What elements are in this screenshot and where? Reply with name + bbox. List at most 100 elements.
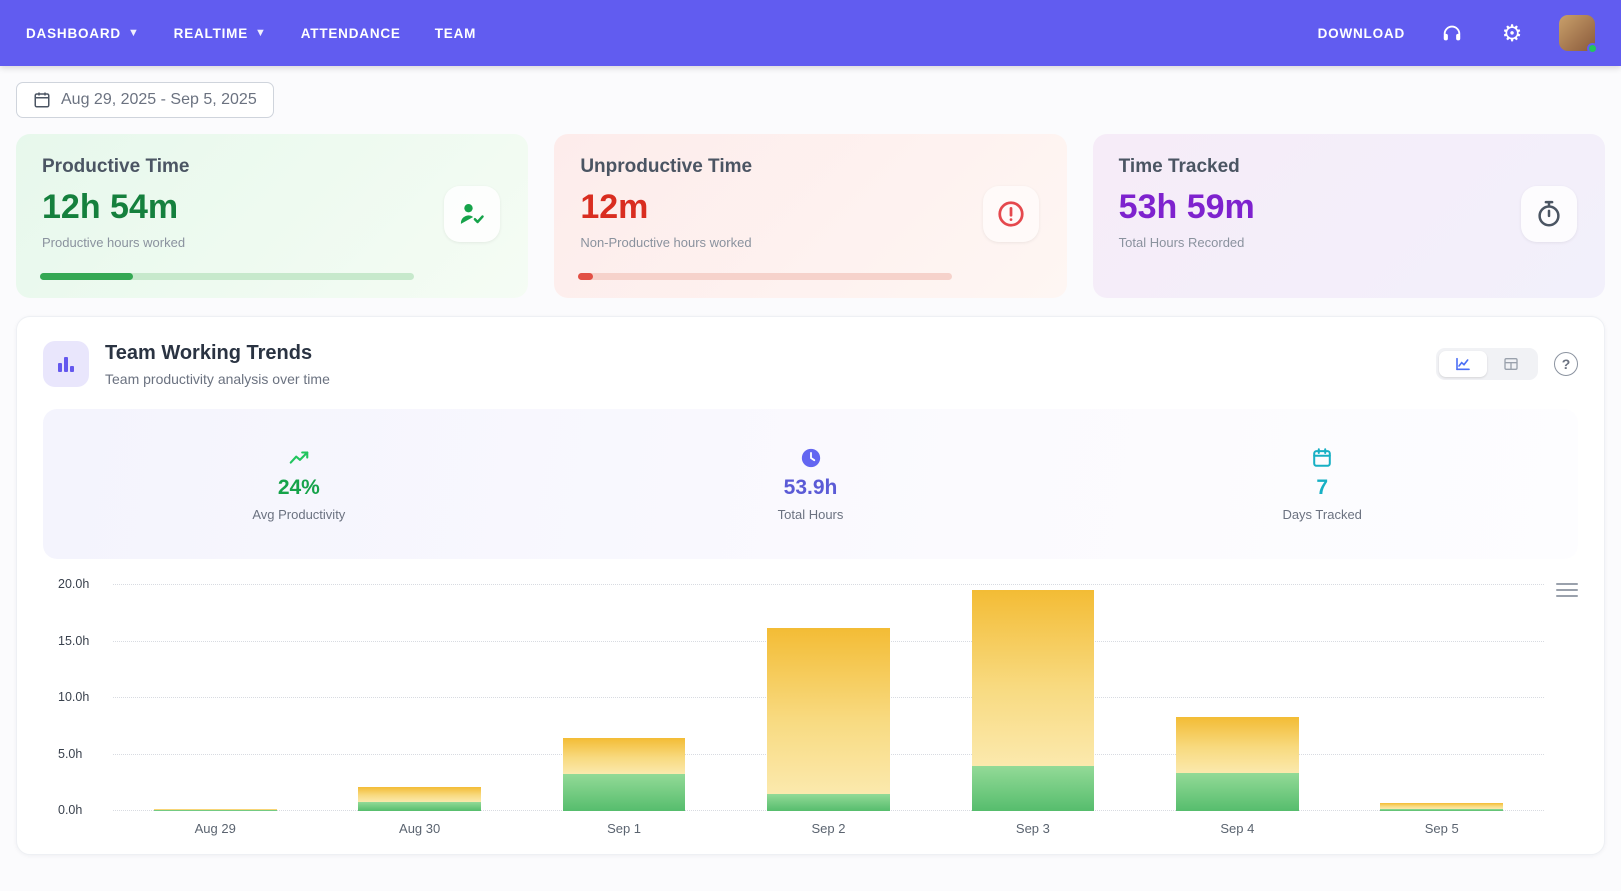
unproductive-progress-bar xyxy=(578,273,953,280)
stat-label: Total Hours xyxy=(777,506,844,522)
gear-icon[interactable]: ⚙ xyxy=(1501,19,1523,46)
bar-segment-green[interactable] xyxy=(562,773,686,811)
card-title: Time Tracked xyxy=(1118,156,1240,177)
bar-segment-yellow[interactable] xyxy=(562,737,686,774)
y-axis-tick-label: 5.0h xyxy=(58,746,83,761)
bar-sep-2[interactable] xyxy=(726,585,930,811)
gridline: 20.0h xyxy=(58,577,1544,591)
help-icon[interactable]: ? xyxy=(1554,352,1578,376)
card-value: 12m xyxy=(580,188,649,226)
calendar-icon xyxy=(1313,447,1331,467)
table-icon xyxy=(1504,358,1518,370)
bar-segment-green[interactable] xyxy=(971,765,1095,811)
trends-summary-band: 24% Avg Productivity 53.9h Total Hours 7 xyxy=(43,409,1578,559)
team-working-trends-card: Team Working Trends Team productivity an… xyxy=(16,316,1605,855)
stat-label: Avg Productivity xyxy=(252,506,346,522)
view-toggle xyxy=(1436,348,1538,380)
online-status-dot xyxy=(1587,43,1598,54)
user-check-icon xyxy=(444,186,501,242)
bar-aug-30[interactable] xyxy=(317,585,521,811)
nav-label: ATTENDANCE xyxy=(300,25,401,41)
bar-segment-green[interactable] xyxy=(1176,772,1299,811)
headset-icon[interactable] xyxy=(1439,20,1465,46)
stat-value: 7 xyxy=(1316,475,1329,499)
section-subtitle: Team productivity analysis over time xyxy=(105,370,330,387)
nav-item-attendance[interactable]: ATTENDANCE xyxy=(301,26,401,41)
days-tracked-stat: 7 Days Tracked xyxy=(1066,447,1578,522)
avg-productivity-stat: 24% Avg Productivity xyxy=(43,447,555,522)
stat-value: 53.9h xyxy=(783,475,838,499)
nav-label: DASHBOARD xyxy=(26,25,121,41)
bar-sep-5[interactable] xyxy=(1340,585,1544,811)
calendar-icon xyxy=(34,92,50,108)
clock-icon xyxy=(801,448,820,467)
unproductive-time-card: Unproductive Time 12m Non-Productive hou… xyxy=(554,134,1067,298)
section-title: Team Working Trends xyxy=(105,341,313,364)
stopwatch-icon xyxy=(1520,186,1577,242)
card-title: Productive Time xyxy=(42,156,190,177)
total-hours-stat: 53.9h Total Hours xyxy=(555,447,1067,522)
bar-segment-yellow[interactable] xyxy=(153,808,277,811)
bar-aug-29[interactable] xyxy=(113,585,317,811)
date-range-label: Aug 29, 2025 - Sep 5, 2025 xyxy=(61,91,257,108)
bar-segment-green[interactable] xyxy=(358,801,481,811)
nav-label: REALTIME xyxy=(173,25,249,41)
x-axis-label: Sep 4 xyxy=(1220,821,1255,836)
productive-time-card: Productive Time 12h 54m Productive hours… xyxy=(16,134,529,298)
x-axis-label: Sep 5 xyxy=(1424,821,1459,836)
nav-item-dashboard[interactable]: DASHBOARD ▼ xyxy=(26,26,140,41)
user-avatar[interactable] xyxy=(1559,15,1598,54)
bar-segment-yellow[interactable] xyxy=(358,787,481,802)
trending-up-icon xyxy=(289,450,309,464)
progress-fill xyxy=(578,273,594,280)
nav-menu: DASHBOARD ▼ REALTIME ▼ ATTENDANCE TEAM xyxy=(26,26,476,41)
alert-circle-icon xyxy=(982,186,1039,242)
stat-value: 24% xyxy=(277,475,320,499)
y-axis-tick-label: 20.0h xyxy=(58,577,90,591)
x-axis-label: Aug 29 xyxy=(194,821,236,836)
x-axis-label: Aug 30 xyxy=(399,821,441,836)
bar-segment-green[interactable] xyxy=(153,810,277,811)
chart-view-button[interactable] xyxy=(1439,351,1487,377)
y-axis-tick-label: 15.0h xyxy=(58,633,90,648)
time-tracked-card: Time Tracked 53h 59m Total Hours Recorde… xyxy=(1092,134,1605,298)
stat-label: Days Tracked xyxy=(1282,506,1362,522)
y-axis-tick-label: 0.0h xyxy=(58,803,83,817)
chart-context-menu-icon[interactable] xyxy=(1556,579,1578,601)
bar-sep-3[interactable] xyxy=(931,585,1135,811)
progress-fill xyxy=(40,273,134,280)
card-title: Unproductive Time xyxy=(580,156,753,177)
stacked-bar-chart: 0.0h 5.0h 10.0h 15.0h 20.0h Aug 29 Aug 30 Sep … xyxy=(17,577,1604,836)
line-chart-icon xyxy=(1456,357,1470,371)
bar-segment-green[interactable] xyxy=(767,794,890,811)
bar-segment-yellow[interactable] xyxy=(1380,803,1504,809)
card-value: 12h 54m xyxy=(42,188,179,226)
x-axis-labels: Aug 29 Aug 30 Sep 1 Sep 2 Sep 3 Sep 4 Sep 5 xyxy=(113,821,1544,836)
chart-plot-area: 0.0h 5.0h 10.0h 15.0h 20.0h xyxy=(58,577,1544,817)
bar-chart-icon xyxy=(43,341,89,387)
y-axis-tick-label: 10.0h xyxy=(58,690,90,704)
productive-progress-bar xyxy=(40,273,414,280)
chevron-down-icon: ▼ xyxy=(127,27,140,39)
x-axis-label: Sep 1 xyxy=(607,821,642,836)
stat-cards-row: Productive Time 12h 54m Productive hours… xyxy=(16,134,1605,298)
bar-segment-yellow[interactable] xyxy=(767,627,890,795)
table-view-button[interactable] xyxy=(1487,351,1535,377)
nav-item-realtime[interactable]: REALTIME ▼ xyxy=(174,26,267,41)
card-subtitle: Total Hours Recorded xyxy=(1118,235,1245,250)
chevron-down-icon: ▼ xyxy=(255,27,267,39)
download-button[interactable]: DOWNLOAD xyxy=(1318,26,1405,41)
card-subtitle: Non-Productive hours worked xyxy=(580,235,752,250)
x-axis-label: Sep 2 xyxy=(811,821,846,836)
x-axis-label: Sep 3 xyxy=(1015,821,1050,836)
nav-item-team[interactable]: TEAM xyxy=(435,26,476,41)
bar-sep-1[interactable] xyxy=(522,585,726,811)
card-value: 53h 59m xyxy=(1118,188,1255,226)
bar-segment-yellow[interactable] xyxy=(1176,717,1299,773)
bar-sep-4[interactable] xyxy=(1135,585,1339,811)
top-navbar: DASHBOARD ▼ REALTIME ▼ ATTENDANCE TEAM D… xyxy=(0,0,1621,66)
bar-segment-green[interactable] xyxy=(1380,808,1504,811)
bar-segment-yellow[interactable] xyxy=(971,589,1095,766)
date-range-picker[interactable]: Aug 29, 2025 - Sep 5, 2025 xyxy=(16,82,274,118)
nav-label: TEAM xyxy=(434,25,477,41)
